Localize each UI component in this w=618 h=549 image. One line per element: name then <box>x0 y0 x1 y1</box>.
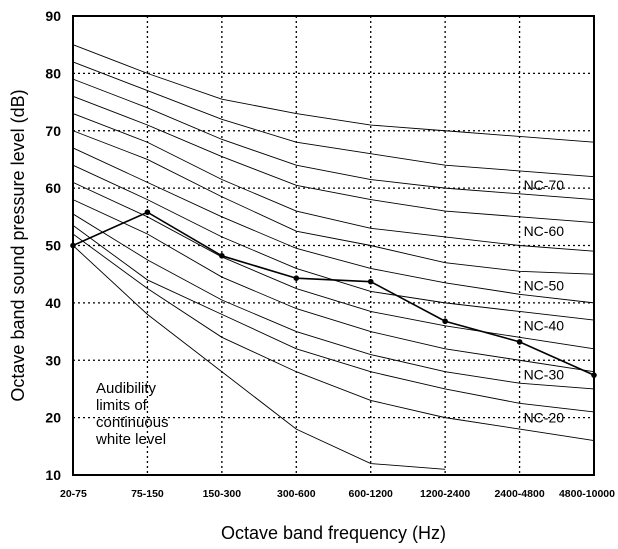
nc-curve <box>72 181 595 350</box>
x-tick-label: 75-150 <box>131 488 164 500</box>
x-tick-label: 4800-10000 <box>559 488 615 500</box>
audibility-note-line: limits of <box>96 397 148 414</box>
nc-curve <box>72 213 595 390</box>
series-line <box>72 211 595 376</box>
nc-curve <box>72 130 595 275</box>
data-point <box>367 278 374 285</box>
audibility-note-line: continuous <box>96 414 169 431</box>
data-point <box>516 339 523 345</box>
x-tick-label: 600-1200 <box>349 488 394 500</box>
nc-curves <box>72 44 595 470</box>
nc-curve-label: NC-40 <box>524 317 565 333</box>
nc-curve-label: NC-20 <box>524 409 565 425</box>
nc-curve <box>72 147 595 304</box>
x-axis-title: Octave band frequency (Hz) <box>221 523 446 543</box>
y-tick-label: 60 <box>45 180 61 196</box>
audibility-note-line: white level <box>95 431 166 448</box>
audibility-note: Audibility limits of continuous white level <box>95 380 169 448</box>
y-tick-label: 30 <box>45 352 61 368</box>
nc-curve <box>72 199 595 373</box>
nc-curve <box>72 44 595 143</box>
x-tick-label: 300-600 <box>277 488 316 500</box>
nc-curve <box>72 113 595 252</box>
audibility-note-line: Audibility <box>96 380 157 397</box>
plot-frame <box>72 15 595 476</box>
data-point <box>293 275 300 282</box>
nc-curve <box>72 225 595 413</box>
data-point <box>442 318 448 325</box>
y-tick-label: 40 <box>45 295 61 311</box>
y-tick-label: 50 <box>45 238 61 254</box>
nc-curve <box>72 245 446 470</box>
nc-curve <box>72 233 595 442</box>
nc-curve <box>72 61 595 178</box>
nc-curve-label: NC-70 <box>524 177 565 193</box>
curve-labels: NC-70 NC-60 NC-50 NC-40 NC-30 NC-20 <box>524 177 565 425</box>
x-tick-label: 1200-2400 <box>420 488 470 500</box>
nc-curve <box>72 78 595 201</box>
nc-curve <box>72 95 595 223</box>
y-axis-title: Octave band sound pressure level (dB) <box>8 89 28 401</box>
y-tick-label: 70 <box>45 123 61 139</box>
nc-curve-label: NC-30 <box>524 366 565 382</box>
nc-curve-label: NC-50 <box>524 277 565 293</box>
data-point <box>219 253 225 259</box>
x-tick-label: 20-75 <box>60 488 87 500</box>
y-tick-label: 10 <box>45 467 61 483</box>
x-tick-label: 150-300 <box>203 488 242 500</box>
nc-curve-label: NC-60 <box>524 223 565 239</box>
y-tick-label: 90 <box>45 8 61 24</box>
data-point <box>144 209 151 216</box>
y-tick-label: 80 <box>45 65 61 81</box>
y-tick-label: 20 <box>45 410 61 426</box>
tick-labels: 10 20 30 40 50 60 70 80 90 20-75 75-150 150-300 300-… <box>45 8 615 500</box>
x-tick-label: 2400-4800 <box>494 488 544 500</box>
